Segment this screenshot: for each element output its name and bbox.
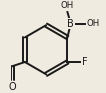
Text: O: O <box>9 82 16 92</box>
Text: B: B <box>67 19 74 29</box>
Text: F: F <box>82 57 88 67</box>
Text: OH: OH <box>61 1 74 10</box>
Text: OH: OH <box>86 19 100 28</box>
